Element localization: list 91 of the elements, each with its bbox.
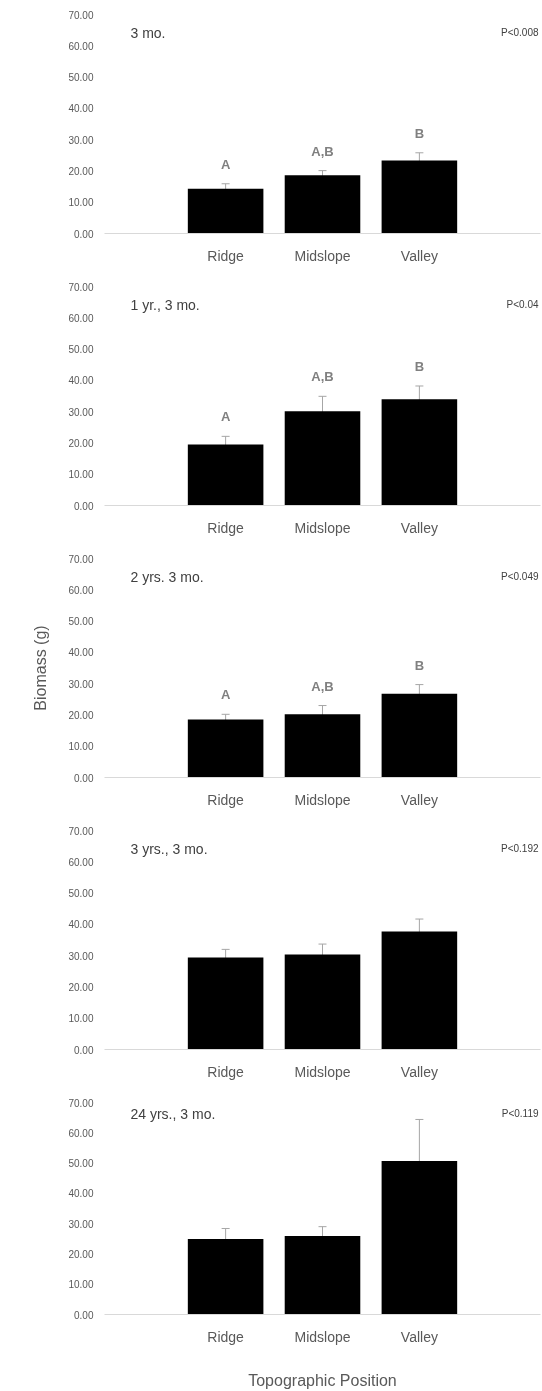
y-tick-label: 20.00 — [68, 1248, 94, 1260]
x-tick-label: Valley — [400, 519, 438, 536]
annotation: P<0.119 — [501, 1107, 539, 1119]
annotation: B — [414, 358, 425, 374]
y-tick-label: 20.00 — [68, 709, 94, 721]
y-tick-label: 10.00 — [68, 1013, 94, 1025]
annotation: A — [220, 687, 231, 703]
x-tick-label: Midslope — [294, 247, 351, 264]
y-tick-label: 60.00 — [68, 584, 94, 596]
bar — [187, 957, 264, 1050]
y-tick-label: 20.00 — [68, 437, 94, 449]
annotation: B — [414, 125, 425, 141]
bar — [284, 1236, 361, 1315]
bar — [187, 1239, 264, 1315]
y-tick-label: 40.00 — [68, 375, 94, 387]
bar — [381, 1160, 458, 1315]
bar — [187, 719, 264, 778]
annotation: P<0.192 — [500, 842, 539, 854]
annotation: A,B — [311, 143, 334, 159]
bar — [284, 714, 361, 778]
y-tick-label: 0.00 — [74, 772, 94, 784]
y-axis-title: Biomass (g) — [32, 625, 50, 711]
text: 1 yr., 3 mo. — [130, 296, 200, 313]
annotation: A,B — [311, 678, 334, 694]
x-tick-label: Midslope — [294, 519, 351, 536]
text: 3 mo. — [130, 24, 166, 41]
y-tick-label: 50.00 — [68, 616, 94, 628]
x-tick-label: Valley — [400, 1063, 438, 1080]
bar — [187, 444, 264, 506]
bar — [284, 175, 361, 234]
y-tick-label: 30.00 — [68, 1218, 94, 1230]
y-tick-label: 10.00 — [68, 1279, 94, 1291]
x-tick-label: Midslope — [294, 1328, 351, 1345]
annotation: A — [220, 409, 231, 425]
y-tick-label: 20.00 — [68, 165, 94, 177]
y-tick-label: 50.00 — [68, 72, 94, 84]
y-tick-label: 60.00 — [68, 1127, 94, 1139]
y-tick-label: 70.00 — [68, 825, 94, 837]
bar — [187, 188, 264, 234]
annotation: P<0.049 — [500, 570, 539, 582]
y-tick-label: 40.00 — [68, 647, 94, 659]
text: 2 yrs. 3 mo. — [130, 568, 204, 585]
y-tick-label: 40.00 — [68, 1188, 94, 1200]
y-tick-label: 50.00 — [68, 344, 94, 356]
y-tick-label: 70.00 — [68, 281, 94, 293]
y-tick-label: 10.00 — [68, 469, 94, 481]
chart-title: 24 yrs., 3 mo. — [130, 1105, 216, 1122]
y-tick-label: 60.00 — [68, 40, 94, 52]
y-tick-label: 30.00 — [68, 406, 94, 418]
y-tick-label: 40.00 — [68, 103, 94, 115]
bar — [381, 160, 458, 234]
annotation: P<0.04 — [506, 298, 539, 310]
x-tick-label: Ridge — [207, 247, 245, 264]
annotation: B — [414, 657, 425, 673]
y-tick-label: 30.00 — [68, 678, 94, 690]
bar — [284, 411, 361, 506]
x-tick-label: Valley — [400, 791, 438, 808]
y-tick-label: 60.00 — [68, 856, 94, 868]
x-tick-label: Midslope — [294, 791, 351, 808]
y-tick-label: 70.00 — [68, 1097, 94, 1109]
x-tick-label: Valley — [400, 1328, 438, 1345]
y-tick-label: 70.00 — [68, 553, 94, 565]
bar — [381, 931, 458, 1050]
x-axis-title: Topographic Position — [248, 1371, 397, 1389]
y-tick-label: 50.00 — [68, 1158, 94, 1170]
y-tick-label: 10.00 — [68, 197, 94, 209]
y-tick-label: 0.00 — [74, 500, 94, 512]
y-tick-label: 40.00 — [68, 919, 94, 931]
y-tick-label: 10.00 — [68, 741, 94, 753]
y-tick-label: 20.00 — [68, 981, 94, 993]
y-tick-label: 0.00 — [74, 1044, 94, 1056]
annotation: A,B — [311, 369, 334, 385]
y-tick-label: 30.00 — [68, 134, 94, 146]
x-tick-label: Ridge — [207, 1328, 245, 1345]
x-tick-label: Valley — [400, 247, 438, 264]
x-tick-label: Ridge — [207, 1063, 245, 1080]
bar — [381, 693, 458, 778]
y-tick-label: 0.00 — [74, 228, 94, 240]
x-tick-label: Ridge — [207, 791, 245, 808]
text: 3 yrs., 3 mo. — [130, 840, 208, 857]
y-tick-label: 30.00 — [68, 950, 94, 962]
bar — [284, 954, 361, 1050]
x-tick-label: Ridge — [207, 519, 245, 536]
annotation: P<0.008 — [500, 26, 539, 38]
x-tick-label: Midslope — [294, 1063, 351, 1080]
y-tick-label: 0.00 — [74, 1309, 94, 1321]
bar — [381, 399, 458, 506]
y-tick-label: 60.00 — [68, 312, 94, 324]
y-tick-label: 50.00 — [68, 888, 94, 900]
y-tick-label: 70.00 — [68, 9, 94, 21]
annotation: A — [220, 156, 231, 172]
